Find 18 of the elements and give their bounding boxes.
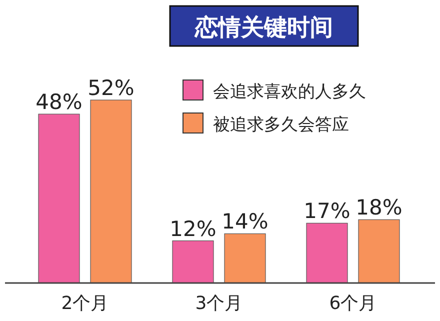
legend-label: 会追求喜欢的人多久 bbox=[213, 82, 366, 102]
data-label: 48% bbox=[36, 90, 82, 114]
bar bbox=[358, 219, 400, 284]
data-label: 18% bbox=[356, 196, 402, 220]
legend-label: 被追求多久会答应 bbox=[213, 115, 349, 135]
bar bbox=[224, 233, 266, 284]
x-tick-label: 3个月 bbox=[195, 293, 243, 314]
x-tick-label: 2个月 bbox=[61, 293, 109, 314]
chart-title: 恋情关键时间 bbox=[194, 14, 333, 41]
data-label: 52% bbox=[88, 76, 134, 100]
data-label: 12% bbox=[170, 216, 216, 241]
bar bbox=[38, 114, 80, 284]
bar bbox=[90, 100, 132, 284]
bar bbox=[172, 240, 214, 284]
bar bbox=[306, 222, 348, 284]
x-tick-label: 6个月 bbox=[329, 293, 377, 314]
data-label: 17% bbox=[304, 199, 350, 224]
data-label: 14% bbox=[222, 210, 268, 234]
